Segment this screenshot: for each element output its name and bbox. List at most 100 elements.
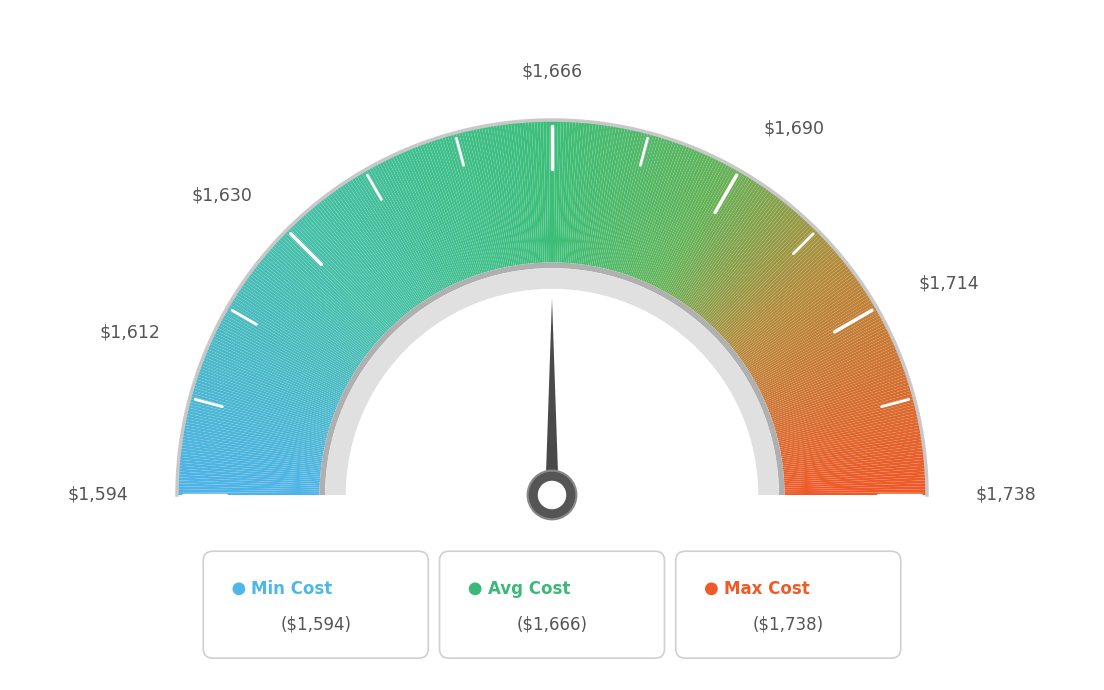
Wedge shape xyxy=(251,270,367,357)
Wedge shape xyxy=(280,234,385,335)
Wedge shape xyxy=(177,489,319,493)
Wedge shape xyxy=(712,224,813,328)
Wedge shape xyxy=(534,120,543,263)
Wedge shape xyxy=(575,122,593,264)
Wedge shape xyxy=(563,121,573,263)
Wedge shape xyxy=(740,275,857,359)
Wedge shape xyxy=(627,140,677,275)
Wedge shape xyxy=(395,153,456,284)
Wedge shape xyxy=(242,282,361,364)
Wedge shape xyxy=(784,483,927,489)
Wedge shape xyxy=(291,224,392,328)
Wedge shape xyxy=(287,228,389,331)
Wedge shape xyxy=(766,348,899,406)
Wedge shape xyxy=(411,146,466,279)
Wedge shape xyxy=(234,294,355,372)
Wedge shape xyxy=(634,144,688,278)
Wedge shape xyxy=(714,226,815,329)
Wedge shape xyxy=(371,165,442,291)
Wedge shape xyxy=(580,123,599,264)
Wedge shape xyxy=(425,141,475,276)
Wedge shape xyxy=(764,341,895,401)
Wedge shape xyxy=(636,146,690,279)
Wedge shape xyxy=(304,212,400,321)
Wedge shape xyxy=(735,265,850,354)
Wedge shape xyxy=(310,206,404,317)
Wedge shape xyxy=(784,460,925,475)
Wedge shape xyxy=(392,155,455,285)
Wedge shape xyxy=(651,156,714,286)
Wedge shape xyxy=(390,156,453,286)
Wedge shape xyxy=(180,442,322,464)
Wedge shape xyxy=(439,137,484,273)
Wedge shape xyxy=(479,127,509,267)
Wedge shape xyxy=(301,214,399,322)
Wedge shape xyxy=(190,393,328,433)
Wedge shape xyxy=(767,351,900,408)
Wedge shape xyxy=(731,256,842,348)
Wedge shape xyxy=(652,157,716,286)
Wedge shape xyxy=(223,312,349,383)
Wedge shape xyxy=(722,238,827,337)
Wedge shape xyxy=(270,245,379,342)
Wedge shape xyxy=(208,344,339,403)
Wedge shape xyxy=(178,475,320,484)
Wedge shape xyxy=(680,181,761,302)
Wedge shape xyxy=(782,433,922,459)
Wedge shape xyxy=(605,130,639,269)
Wedge shape xyxy=(177,483,320,489)
Wedge shape xyxy=(659,162,728,290)
Wedge shape xyxy=(306,210,401,319)
Wedge shape xyxy=(756,317,883,386)
Wedge shape xyxy=(739,272,856,358)
Wedge shape xyxy=(745,286,866,367)
Wedge shape xyxy=(436,137,481,274)
Wedge shape xyxy=(257,261,371,351)
Wedge shape xyxy=(782,436,923,460)
Wedge shape xyxy=(349,179,427,299)
Wedge shape xyxy=(726,247,836,343)
Wedge shape xyxy=(686,188,769,306)
Wedge shape xyxy=(329,192,415,308)
Text: ($1,666): ($1,666) xyxy=(517,615,587,633)
Wedge shape xyxy=(732,258,845,350)
Wedge shape xyxy=(178,471,320,482)
Wedge shape xyxy=(666,168,737,293)
Wedge shape xyxy=(348,290,756,495)
Wedge shape xyxy=(730,254,841,347)
Wedge shape xyxy=(295,219,394,326)
Wedge shape xyxy=(601,128,634,268)
Wedge shape xyxy=(202,357,336,411)
Wedge shape xyxy=(781,431,922,457)
Wedge shape xyxy=(691,195,779,310)
Wedge shape xyxy=(347,180,426,301)
Wedge shape xyxy=(709,217,807,324)
Wedge shape xyxy=(785,492,927,495)
Wedge shape xyxy=(367,168,438,293)
Wedge shape xyxy=(179,451,321,469)
Wedge shape xyxy=(376,162,445,290)
Wedge shape xyxy=(177,486,319,491)
Wedge shape xyxy=(760,327,889,393)
Wedge shape xyxy=(744,284,863,366)
Wedge shape xyxy=(216,325,344,391)
Wedge shape xyxy=(560,120,566,263)
Wedge shape xyxy=(235,292,357,371)
Wedge shape xyxy=(294,221,393,327)
Wedge shape xyxy=(357,174,432,297)
Wedge shape xyxy=(633,144,684,277)
Wedge shape xyxy=(178,469,320,480)
Wedge shape xyxy=(618,136,662,273)
Wedge shape xyxy=(320,199,410,313)
Wedge shape xyxy=(614,133,654,271)
Wedge shape xyxy=(785,486,927,491)
Wedge shape xyxy=(711,221,810,327)
Wedge shape xyxy=(327,193,414,309)
Wedge shape xyxy=(561,120,570,263)
Wedge shape xyxy=(715,228,817,331)
Wedge shape xyxy=(502,123,523,264)
Wedge shape xyxy=(198,371,332,420)
Wedge shape xyxy=(773,376,909,423)
Wedge shape xyxy=(783,451,925,469)
Wedge shape xyxy=(771,365,905,416)
